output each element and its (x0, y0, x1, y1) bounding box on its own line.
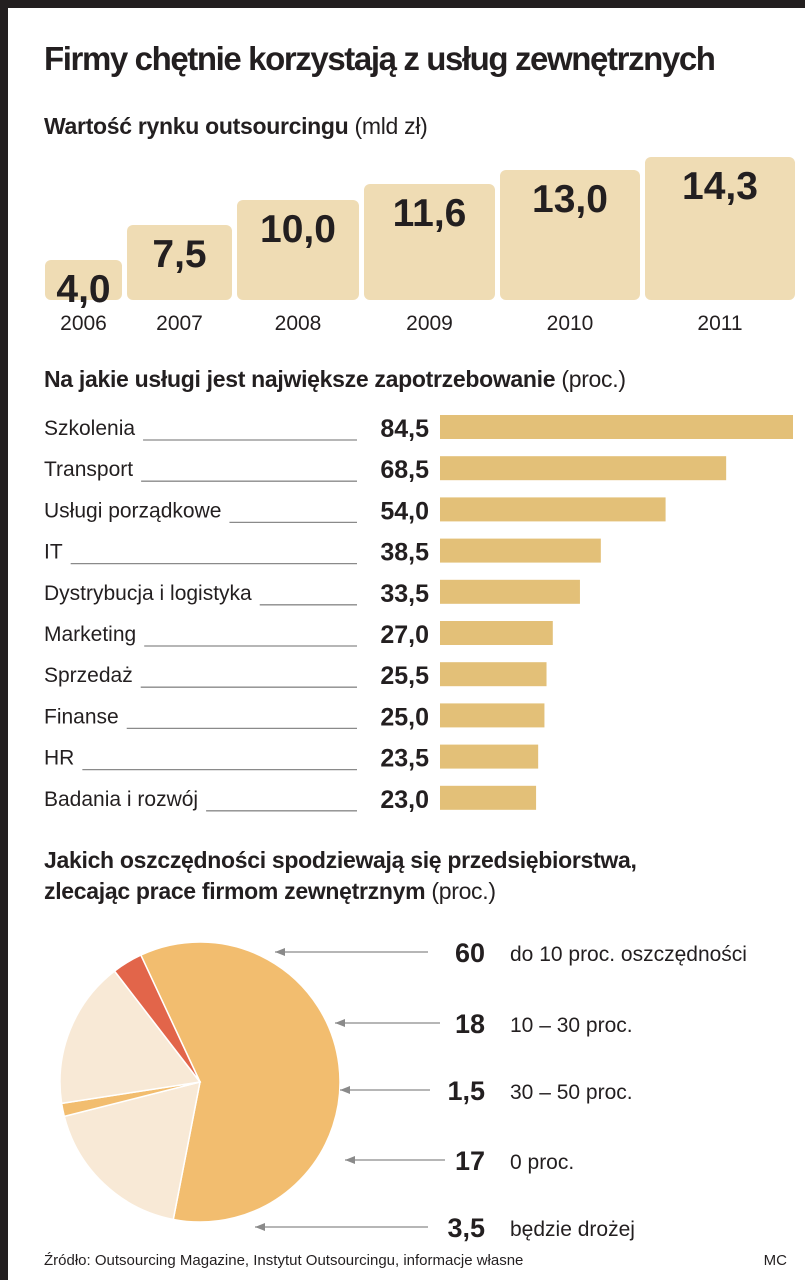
market-year-label-2011: 2011 (697, 312, 742, 335)
pie-category-label: 30 – 50 proc. (510, 1081, 633, 1104)
service-value-label: 33,5 (380, 580, 429, 608)
service-value-label: 23,5 (380, 745, 429, 773)
market-value-label-2007: 7,5 (152, 233, 206, 276)
service-bar (440, 662, 547, 687)
pie-value-label: 18 (455, 1009, 485, 1039)
service-label: Usługi porządkowe (44, 499, 221, 522)
service-bar (440, 497, 666, 522)
pie-slice (59, 970, 202, 1105)
service-bar (440, 456, 727, 481)
service-value-label: 27,0 (380, 621, 429, 649)
market-year-label-2006: 2006 (60, 312, 107, 335)
savings-pie-chart: 60 do 10 proc. oszczędności 18 10 – 30 proc… (59, 938, 747, 1243)
service-value-label: 25,5 (380, 662, 429, 690)
services-chart-unit: (proc.) (561, 366, 626, 392)
savings-chart-title-line2: zlecając prace firmom zewnętrznym (44, 878, 426, 904)
service-bar (440, 621, 553, 645)
market-year-label-2010: 2010 (547, 312, 594, 335)
service-bar (440, 415, 793, 439)
market-value-label-2011: 14,3 (682, 165, 758, 208)
pie-leader-arrow (255, 1223, 265, 1231)
pie-value-label: 1,5 (447, 1076, 485, 1106)
market-chart-title: Wartość rynku outsourcingu (44, 113, 349, 139)
market-bar-2008 (237, 200, 359, 300)
service-label: Dystrybucja i logistyka (44, 582, 252, 605)
infographic-title: Firmy chętnie korzystają z usług zewnętr… (44, 40, 716, 77)
market-bar-2009 (364, 184, 495, 300)
service-label: Sprzedaż (44, 664, 133, 687)
market-value-label-2010: 13,0 (532, 178, 608, 221)
service-label: Marketing (44, 623, 136, 646)
market-year-label-2009: 2009 (406, 312, 453, 335)
market-section-heading: Wartość rynku outsourcingu (mld zł) (44, 113, 428, 140)
service-label: Szkolenia (44, 417, 135, 440)
pie-value-label: 3,5 (447, 1213, 485, 1243)
service-value-label: 38,5 (380, 539, 429, 567)
pie-leader-arrow (275, 948, 285, 956)
market-bar-2006 (45, 260, 122, 300)
service-value-label: 23,0 (380, 786, 429, 814)
service-value-label: 68,5 (380, 456, 429, 484)
service-label: IT (44, 541, 63, 564)
savings-section-heading: Jakich oszczędności spodziewają się prze… (44, 845, 637, 907)
services-section-heading: Na jakie usługi jest największe zapotrze… (44, 366, 626, 393)
market-year-label-2008: 2008 (275, 312, 322, 335)
frame-top-border (0, 0, 805, 8)
pie-slice (63, 1080, 201, 1221)
pie-slice (139, 941, 341, 1223)
pie-leader-arrow (335, 1019, 345, 1027)
frame-left-border (0, 0, 8, 1280)
savings-chart-title-line1: Jakich oszczędności spodziewają się prze… (44, 847, 637, 873)
source-note: Źródło: Outsourcing Magazine, Instytut O… (44, 1252, 524, 1269)
market-bar-2011 (645, 157, 795, 300)
market-chart-unit: (mld zł) (354, 113, 428, 139)
pie-value-label: 17 (455, 1146, 485, 1176)
pie-category-label: 10 – 30 proc. (510, 1014, 633, 1037)
pie-category-label: będzie drożej (510, 1218, 635, 1241)
market-year-label-2007: 2007 (156, 312, 203, 335)
savings-chart-title-line2-wrap: zlecając prace firmom zewnętrznym (proc.… (44, 876, 637, 907)
pie-leader-arrow (340, 1086, 350, 1094)
service-label: Badania i rozwój (44, 788, 198, 811)
savings-chart-unit: (proc.) (431, 878, 496, 904)
pie-slice (113, 954, 201, 1083)
market-bar-2007 (127, 225, 232, 300)
market-value-label-2009: 11,6 (393, 192, 467, 235)
service-bar (440, 785, 537, 810)
pie-category-label: 0 proc. (510, 1151, 574, 1174)
author-initials: MC (763, 1252, 787, 1269)
service-label: Finanse (44, 705, 119, 728)
service-bar (440, 538, 601, 563)
pie-category-label: do 10 proc. oszczędności (510, 943, 747, 966)
service-label: Transport (44, 458, 133, 481)
service-value-label: 84,5 (380, 415, 429, 443)
services-chart-title: Na jakie usługi jest największe zapotrze… (44, 366, 556, 392)
service-value-label: 54,0 (380, 497, 429, 525)
service-label: HR (44, 747, 74, 770)
services-demand-chart: Szkolenia 84,5 Transport 68,5 Usługi porządk… (44, 415, 793, 814)
market-bar-2010 (500, 170, 640, 300)
pie-value-label: 60 (455, 938, 485, 968)
service-bar (440, 744, 539, 769)
service-bar (440, 703, 545, 728)
market-value-label-2008: 10,0 (260, 208, 336, 251)
service-bar (440, 579, 580, 604)
pie-leader-arrow (345, 1156, 355, 1164)
market-value-label-2006: 4,0 (56, 268, 110, 311)
service-value-label: 25,0 (380, 703, 429, 731)
